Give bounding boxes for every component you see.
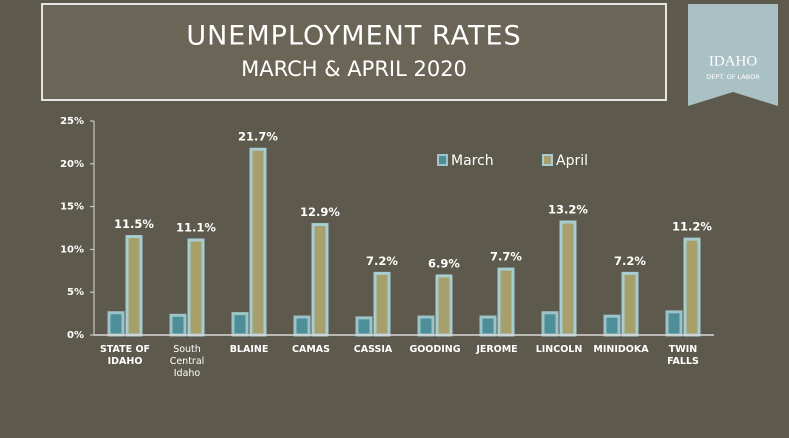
bar: [107, 311, 125, 337]
legend-marker: [437, 154, 448, 166]
bar: [373, 271, 391, 337]
bar: [293, 315, 311, 337]
x-tick-label: TWIN FALLS: [667, 344, 699, 367]
logo-name: IDAHO: [709, 53, 757, 69]
bar: [231, 312, 249, 337]
x-tick-label: GOODING: [409, 344, 461, 355]
value-label: 11.2%: [672, 220, 712, 234]
x-tick-label: STATE OF IDAHO: [99, 344, 151, 367]
bar: [559, 220, 577, 337]
x-tick-label: CAMAS: [292, 344, 330, 355]
x-tick-label: LINCOLN: [535, 344, 583, 355]
bar: [603, 314, 621, 337]
value-label: 13.2%: [548, 203, 588, 217]
value-label: 6.9%: [428, 256, 460, 270]
chart-title: UNEMPLOYMENT RATES: [186, 21, 521, 52]
bar: [187, 238, 205, 337]
value-label: 11.5%: [114, 217, 154, 231]
bar: [541, 311, 559, 337]
value-label: 7.7%: [490, 250, 522, 264]
value-label: 7.2%: [366, 254, 398, 268]
bar: [125, 235, 143, 337]
x-tick-label: South Central Idaho: [169, 344, 205, 379]
x-tick-label: MINIDOKA: [593, 344, 649, 355]
bar: [435, 274, 453, 337]
value-label: 21.7%: [238, 130, 278, 144]
x-tick-label: JEROME: [476, 344, 518, 355]
bar: [417, 315, 435, 337]
bar: [665, 310, 683, 337]
bar: [497, 267, 515, 337]
x-tick-label: CASSIA: [353, 344, 393, 355]
bar: [169, 313, 187, 337]
y-tick-label: 25%: [60, 116, 84, 127]
logo-banner: [688, 4, 778, 106]
logo-department: DEPT. OF LABOR: [706, 73, 760, 81]
legend-label: April: [556, 153, 588, 169]
x-tick-label: BLAINE: [229, 344, 269, 355]
bar: [683, 237, 701, 337]
bar: [479, 315, 497, 337]
value-label: 11.1%: [176, 220, 216, 234]
bar: [249, 147, 267, 337]
legend-marker: [542, 154, 553, 166]
y-tick-label: 15%: [60, 202, 84, 213]
bar: [621, 271, 639, 337]
legend-label: March: [451, 153, 494, 169]
y-tick-label: 20%: [60, 159, 84, 170]
value-label: 12.9%: [300, 205, 340, 219]
chart-subtitle: MARCH & APRIL 2020: [241, 57, 467, 81]
bar: [311, 223, 329, 337]
bar: [355, 316, 373, 337]
y-tick-label: 0%: [67, 330, 84, 341]
y-tick-label: 5%: [67, 287, 84, 298]
value-label: 7.2%: [614, 254, 646, 268]
y-tick-label: 10%: [60, 244, 84, 255]
title-box: [41, 3, 667, 101]
